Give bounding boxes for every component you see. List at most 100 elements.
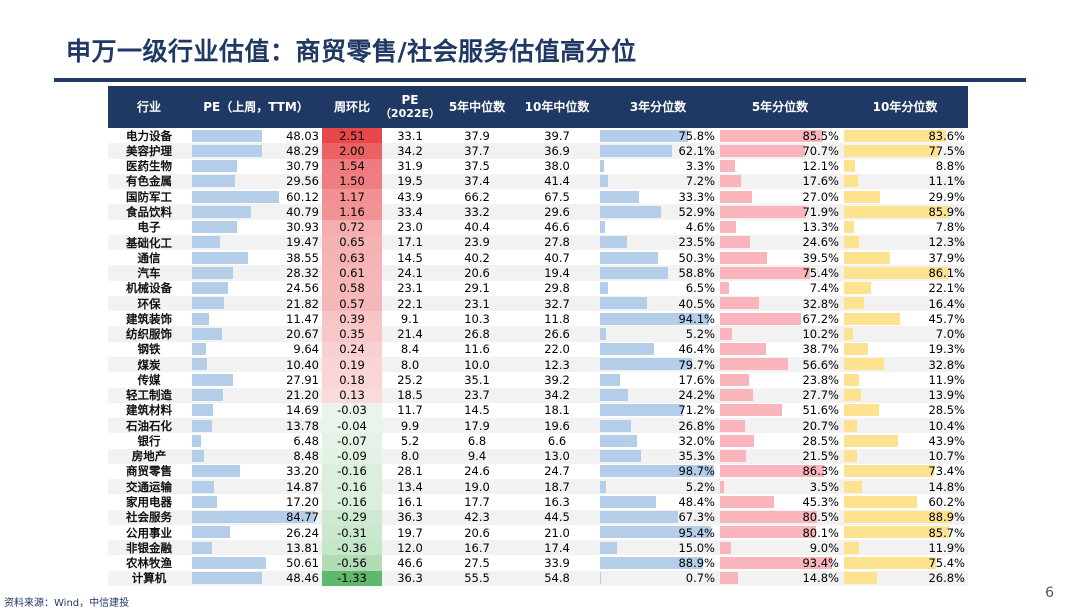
industry-name: 汽车 bbox=[137, 266, 161, 281]
pct3-bar bbox=[600, 236, 628, 249]
pct5-cell: 80.1% bbox=[718, 525, 842, 540]
pct3-bar bbox=[600, 541, 618, 554]
pe2022-value: 18.5 bbox=[397, 388, 423, 403]
median10-value: 41.4 bbox=[544, 174, 570, 189]
table-row: 电力设备 48.03 2.51 33.1 37.9 39.7 75.8% 85.5% 83.6% bbox=[108, 128, 968, 144]
median10-value: 46.6 bbox=[544, 220, 570, 235]
pct5-cell: 28.5% bbox=[718, 433, 842, 448]
table-row: 银行 6.48 -0.07 5.2 6.8 6.6 32.0% 28.5% 43.9% bbox=[108, 433, 968, 449]
industry-name: 国防军工 bbox=[126, 189, 172, 204]
pct10-bar bbox=[844, 205, 949, 218]
pe-bar bbox=[192, 312, 209, 325]
pe2022-value: 5.2 bbox=[400, 433, 420, 448]
pct10-bar bbox=[844, 221, 854, 234]
pct10-cell: 77.5% bbox=[842, 143, 968, 158]
pe-bar bbox=[192, 434, 202, 447]
industry-name: 基础化工 bbox=[126, 235, 172, 250]
pe-bar bbox=[192, 144, 263, 157]
pct10-value: 37.9% bbox=[928, 250, 965, 265]
pe-value: 8.48 bbox=[293, 449, 319, 464]
pe2022-value: 46.6 bbox=[397, 556, 423, 571]
pe2022-value: 23.1 bbox=[397, 281, 423, 296]
table-row: 机械设备 24.56 0.58 23.1 29.1 29.8 6.5% 7.4% 22.1% bbox=[108, 280, 968, 296]
pct5-bar bbox=[720, 419, 745, 432]
median10-value: 6.6 bbox=[547, 433, 567, 448]
pct5-bar bbox=[720, 465, 824, 478]
pct10-bar bbox=[844, 343, 868, 356]
table-row: 社会服务 84.77 -0.29 36.3 42.3 44.5 67.3% 80.5% 88.9… bbox=[108, 509, 968, 525]
header-median10: 10年中位数 bbox=[524, 100, 590, 114]
pct5-cell: 93.4% bbox=[718, 555, 842, 570]
median5-value: 19.0 bbox=[464, 479, 490, 494]
pct3-cell: 5.2% bbox=[598, 479, 718, 494]
pe-value: 14.69 bbox=[286, 403, 319, 418]
pct10-cell: 13.9% bbox=[842, 388, 968, 403]
pct5-value: 24.6% bbox=[802, 235, 839, 250]
industry-name: 环保 bbox=[137, 296, 161, 311]
pe-bar bbox=[192, 221, 237, 234]
pe2022-value: 21.4 bbox=[397, 327, 423, 342]
industry-name: 商贸零售 bbox=[126, 464, 172, 479]
pct5-cell: 56.6% bbox=[718, 357, 842, 372]
pe-value: 13.78 bbox=[286, 418, 319, 433]
pct10-cell: 7.8% bbox=[842, 220, 968, 235]
pct5-bar bbox=[720, 297, 760, 310]
pe-cell: 48.46 bbox=[190, 571, 322, 586]
pct5-bar bbox=[720, 480, 725, 493]
pct5-cell: 67.2% bbox=[718, 311, 842, 326]
pct5-bar bbox=[720, 556, 833, 569]
pe-cell: 27.91 bbox=[190, 372, 322, 387]
pct5-cell: 24.6% bbox=[718, 235, 842, 250]
table-row: 计算机 48.46 -1.33 36.3 55.5 54.8 0.7% 14.8% 26.8% bbox=[108, 570, 968, 586]
median10-value: 27.8 bbox=[544, 235, 570, 250]
median5-value: 23.1 bbox=[464, 296, 490, 311]
pct10-value: 10.7% bbox=[928, 449, 965, 464]
pe-value: 26.24 bbox=[286, 525, 319, 540]
pe-value: 38.55 bbox=[286, 250, 319, 265]
wow-cell: 0.61 bbox=[322, 265, 382, 281]
pct10-value: 73.4% bbox=[928, 464, 965, 479]
wow-cell: 0.19 bbox=[322, 356, 382, 373]
pct5-cell: 75.4% bbox=[718, 265, 842, 280]
pe2022-value: 17.1 bbox=[397, 235, 423, 250]
pe-value: 9.64 bbox=[293, 342, 319, 357]
pe-cell: 28.32 bbox=[190, 265, 322, 280]
table-row: 医药生物 30.79 1.54 31.9 37.5 38.0 3.3% 12.1% 8.8% bbox=[108, 158, 968, 174]
median5-value: 66.2 bbox=[464, 189, 490, 204]
median10-value: 12.3 bbox=[544, 357, 570, 372]
wow-cell: -0.09 bbox=[322, 448, 382, 464]
pct10-cell: 10.4% bbox=[842, 418, 968, 433]
pe-value: 24.56 bbox=[286, 281, 319, 296]
pct10-value: 14.8% bbox=[928, 479, 965, 494]
pe-value: 27.91 bbox=[286, 372, 319, 387]
median5-value: 16.7 bbox=[464, 540, 490, 555]
pct5-bar bbox=[720, 205, 807, 218]
pct5-cell: 27.7% bbox=[718, 388, 842, 403]
table-row: 食品饮料 40.79 1.16 33.4 33.2 29.6 52.9% 71.9% 85.9% bbox=[108, 204, 968, 220]
pct3-value: 40.5% bbox=[678, 296, 715, 311]
pct3-value: 62.1% bbox=[678, 143, 715, 158]
pct3-cell: 48.4% bbox=[598, 494, 718, 509]
median10-value: 21.0 bbox=[544, 525, 570, 540]
pct3-value: 6.5% bbox=[685, 281, 715, 296]
pct3-bar bbox=[600, 434, 638, 447]
pe-value: 10.40 bbox=[286, 357, 319, 372]
pe2022-value: 22.1 bbox=[397, 296, 423, 311]
pct5-cell: 14.8% bbox=[718, 571, 842, 586]
pct10-bar bbox=[844, 129, 946, 142]
industry-name: 电力设备 bbox=[126, 128, 172, 143]
pe-bar bbox=[192, 282, 228, 295]
pct5-value: 7.4% bbox=[809, 281, 839, 296]
pct5-value: 27.7% bbox=[802, 388, 839, 403]
pe-value: 19.47 bbox=[286, 235, 319, 250]
median10-value: 44.5 bbox=[544, 510, 570, 525]
median10-value: 18.1 bbox=[544, 403, 570, 418]
pct10-value: 28.5% bbox=[928, 403, 965, 418]
pct10-value: 12.3% bbox=[928, 235, 965, 250]
title-divider bbox=[54, 78, 1026, 82]
pe-value: 17.20 bbox=[286, 495, 319, 509]
pct3-cell: 0.7% bbox=[598, 571, 718, 586]
pe-bar bbox=[192, 297, 224, 310]
pct3-value: 50.3% bbox=[678, 250, 715, 265]
pct3-cell: 95.4% bbox=[598, 525, 718, 540]
